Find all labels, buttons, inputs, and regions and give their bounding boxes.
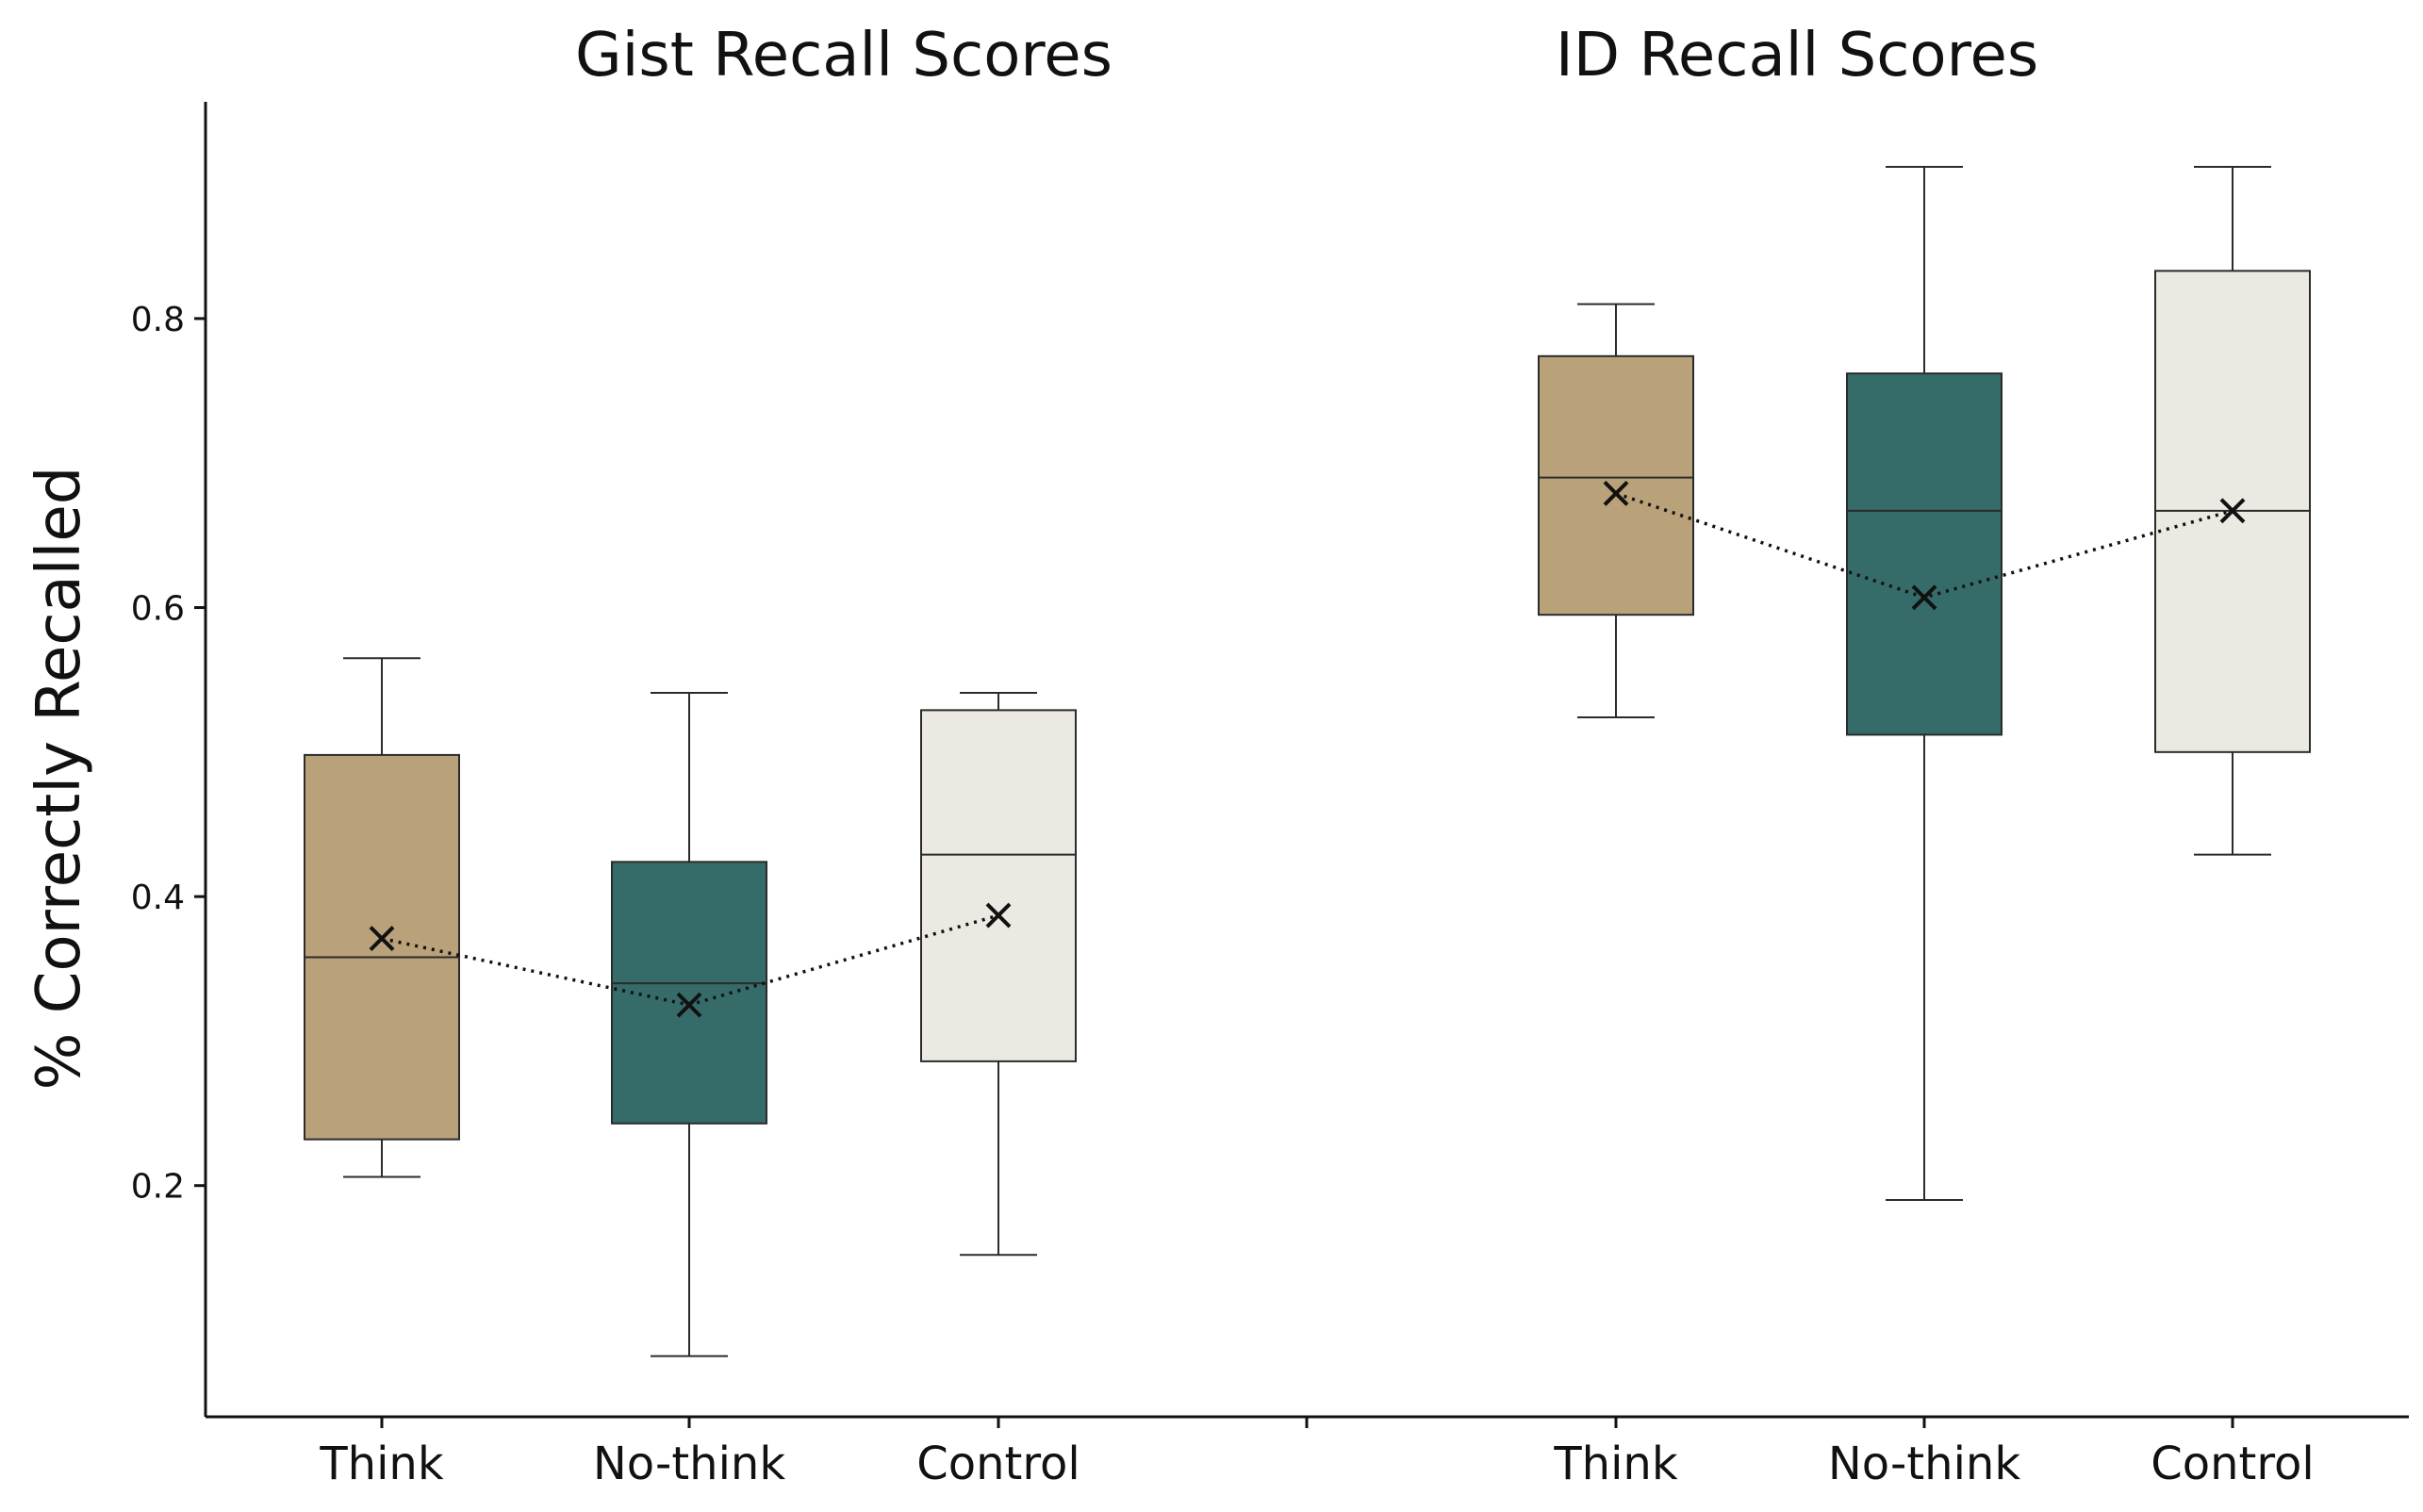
y-tick-label: 0.4 (131, 879, 185, 917)
mean-marker-stroke (1603, 481, 1629, 506)
box-plot-no-think (1846, 165, 2003, 1202)
mean-marker-stroke (2219, 498, 2246, 524)
x-tick-label: No-think (593, 1438, 785, 1490)
panel-title: Gist Recall Scores (575, 21, 1113, 90)
x-tick-label: Control (916, 1438, 1080, 1490)
box-plot-no-think (611, 691, 767, 1357)
box-iqr (1846, 372, 2003, 736)
y-axis-label: % Correctly Recalled (25, 467, 94, 1091)
box-plot-think (1538, 303, 1694, 719)
y-tick-label: 0.8 (131, 301, 185, 339)
mean-marker (985, 902, 1012, 929)
mean-marker-stroke (985, 902, 1012, 929)
mean-marker (1911, 584, 1937, 611)
y-tick-label: 0.6 (131, 590, 185, 629)
y-tick-label: 0.2 (131, 1168, 185, 1207)
box-plot-control (920, 691, 1077, 1257)
panel-title: ID Recall Scores (1556, 21, 2038, 90)
x-tick-label: Think (1553, 1438, 1678, 1490)
x-tick-label: Think (319, 1438, 444, 1490)
text-layer: 0.2 0.4 0.6 0.8 % Correctly Recalled Gist Rec… (25, 21, 2315, 1490)
means-layer (369, 481, 2246, 1018)
mean-marker (676, 992, 702, 1018)
mean-marker-stroke (676, 992, 702, 1018)
boxes-layer (304, 165, 2311, 1357)
mean-marker (369, 926, 395, 952)
box-iqr (611, 861, 767, 1125)
box-iqr (1538, 354, 1694, 616)
mean-marker-stroke (1911, 584, 1937, 611)
mean-marker (2219, 498, 2246, 524)
mean-marker (1603, 481, 1629, 506)
box-plot-think (304, 657, 460, 1178)
box-iqr (304, 753, 460, 1141)
x-tick-label: Control (2151, 1438, 2315, 1490)
axes-layer (194, 102, 2409, 1428)
x-tick-label: No-think (1828, 1438, 2020, 1490)
box-iqr (920, 709, 1077, 1062)
mean-marker-stroke (369, 926, 395, 952)
